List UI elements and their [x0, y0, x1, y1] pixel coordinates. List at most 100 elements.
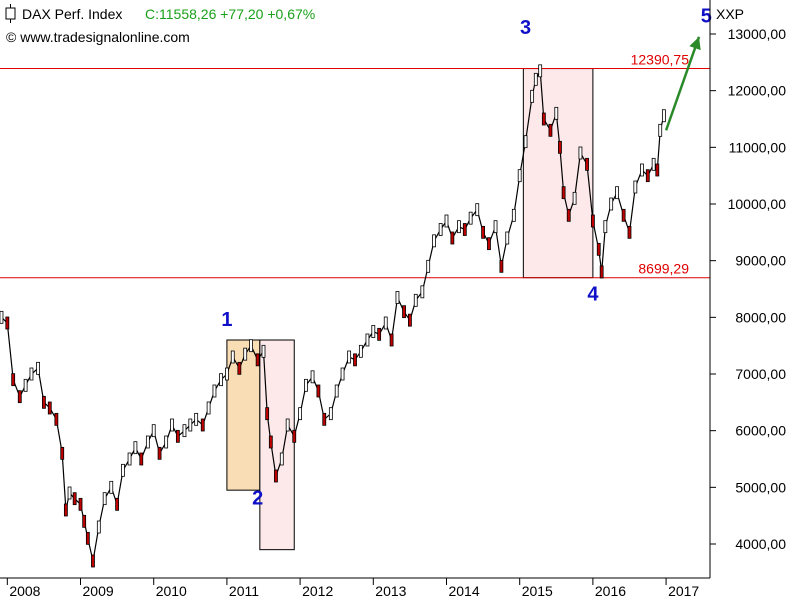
price-point	[170, 418, 174, 432]
price-point	[279, 452, 284, 466]
price-point	[523, 135, 528, 149]
price-point	[530, 89, 535, 103]
price-point	[609, 197, 614, 211]
price-point	[603, 220, 608, 234]
price-point	[599, 265, 604, 279]
price-point	[499, 259, 504, 273]
price-point	[347, 350, 352, 364]
price-point	[230, 350, 235, 364]
price-point	[358, 344, 363, 358]
price-point	[102, 492, 107, 506]
price-point	[11, 373, 16, 387]
x-tick-label: 2010	[156, 583, 187, 599]
price-point	[322, 412, 327, 426]
price-point	[115, 497, 120, 511]
price-point	[175, 429, 180, 443]
price-point	[621, 208, 626, 222]
price-point	[353, 353, 357, 367]
x-tick-label: 2012	[302, 583, 333, 599]
wave-label-5: 5	[701, 6, 712, 28]
price-point	[78, 497, 83, 511]
price-point	[407, 313, 412, 327]
price-point	[200, 418, 205, 432]
price-point	[658, 123, 663, 137]
x-tick-label: 2014	[448, 583, 479, 599]
price-point	[194, 412, 199, 426]
price-point	[249, 339, 253, 353]
price-point	[596, 242, 601, 256]
price-point	[157, 446, 162, 460]
price-point	[383, 316, 388, 330]
price-point	[63, 503, 68, 517]
wave-labels: 1 2 3 4 5	[221, 6, 712, 510]
level-lines: 12390,75 8699,29	[0, 52, 710, 279]
price-point	[133, 441, 138, 455]
price-point	[145, 435, 150, 449]
price-point	[47, 401, 52, 415]
price-point	[558, 140, 562, 154]
price-point	[316, 384, 321, 398]
wave-label-1: 1	[221, 309, 232, 331]
price-point	[17, 390, 22, 404]
price-point	[54, 412, 59, 426]
price-point	[426, 259, 431, 273]
price-point	[268, 435, 273, 449]
currency-label: XXP	[716, 6, 744, 22]
price-point	[444, 214, 449, 228]
price-point	[645, 169, 650, 183]
price-point	[340, 367, 345, 381]
y-tick-label: 5000,00	[735, 479, 786, 495]
price-point	[572, 191, 577, 205]
trend-arrow	[664, 36, 701, 131]
price-point	[91, 554, 95, 568]
x-tick-label: 2013	[375, 583, 406, 599]
price-point	[23, 378, 28, 392]
instrument-name: DAX Perf. Index	[22, 6, 122, 22]
price-point	[96, 520, 101, 534]
price-point	[212, 384, 217, 398]
price-point	[67, 486, 72, 500]
price-point	[261, 344, 266, 358]
price-point	[310, 370, 315, 384]
trend-arrow-shaft	[664, 36, 701, 131]
price-point	[517, 169, 522, 183]
price-point	[651, 157, 656, 171]
pattern-box-2	[259, 339, 295, 551]
x-tick-label: 2016	[595, 583, 626, 599]
price-point	[481, 225, 485, 239]
price-point	[377, 327, 382, 341]
price-point	[402, 305, 406, 319]
level-label-2: 8699,29	[638, 261, 689, 277]
trend-arrow-head	[689, 36, 701, 51]
pattern-box-1	[226, 339, 261, 491]
price-point	[627, 225, 632, 239]
price-point	[615, 186, 619, 200]
price-point	[225, 367, 229, 381]
price-point	[633, 180, 638, 194]
price-point	[334, 384, 339, 398]
price-point	[274, 469, 278, 483]
level-label-1: 12390,75	[631, 52, 690, 68]
x-tick-label: 2011	[229, 583, 259, 599]
price-point	[432, 234, 436, 248]
price-series	[0, 64, 666, 568]
price-point	[85, 531, 90, 545]
price-point	[121, 463, 125, 477]
price-point	[438, 223, 443, 236]
price-point	[0, 310, 4, 324]
price-point	[237, 361, 242, 375]
pattern-boxes	[226, 68, 594, 551]
price-point	[566, 208, 571, 222]
price-point	[42, 395, 46, 409]
price-point	[487, 237, 491, 251]
y-axis-ticks: 4000,00 5000,00 6000,00 7000,00 8000,00 9000,…	[710, 26, 786, 552]
price-point	[29, 367, 34, 381]
price-point	[462, 223, 467, 236]
price-point	[365, 333, 370, 347]
price-point	[578, 146, 583, 160]
wave-label-4: 4	[587, 283, 599, 305]
price-point	[395, 291, 400, 304]
price-point	[127, 452, 132, 466]
